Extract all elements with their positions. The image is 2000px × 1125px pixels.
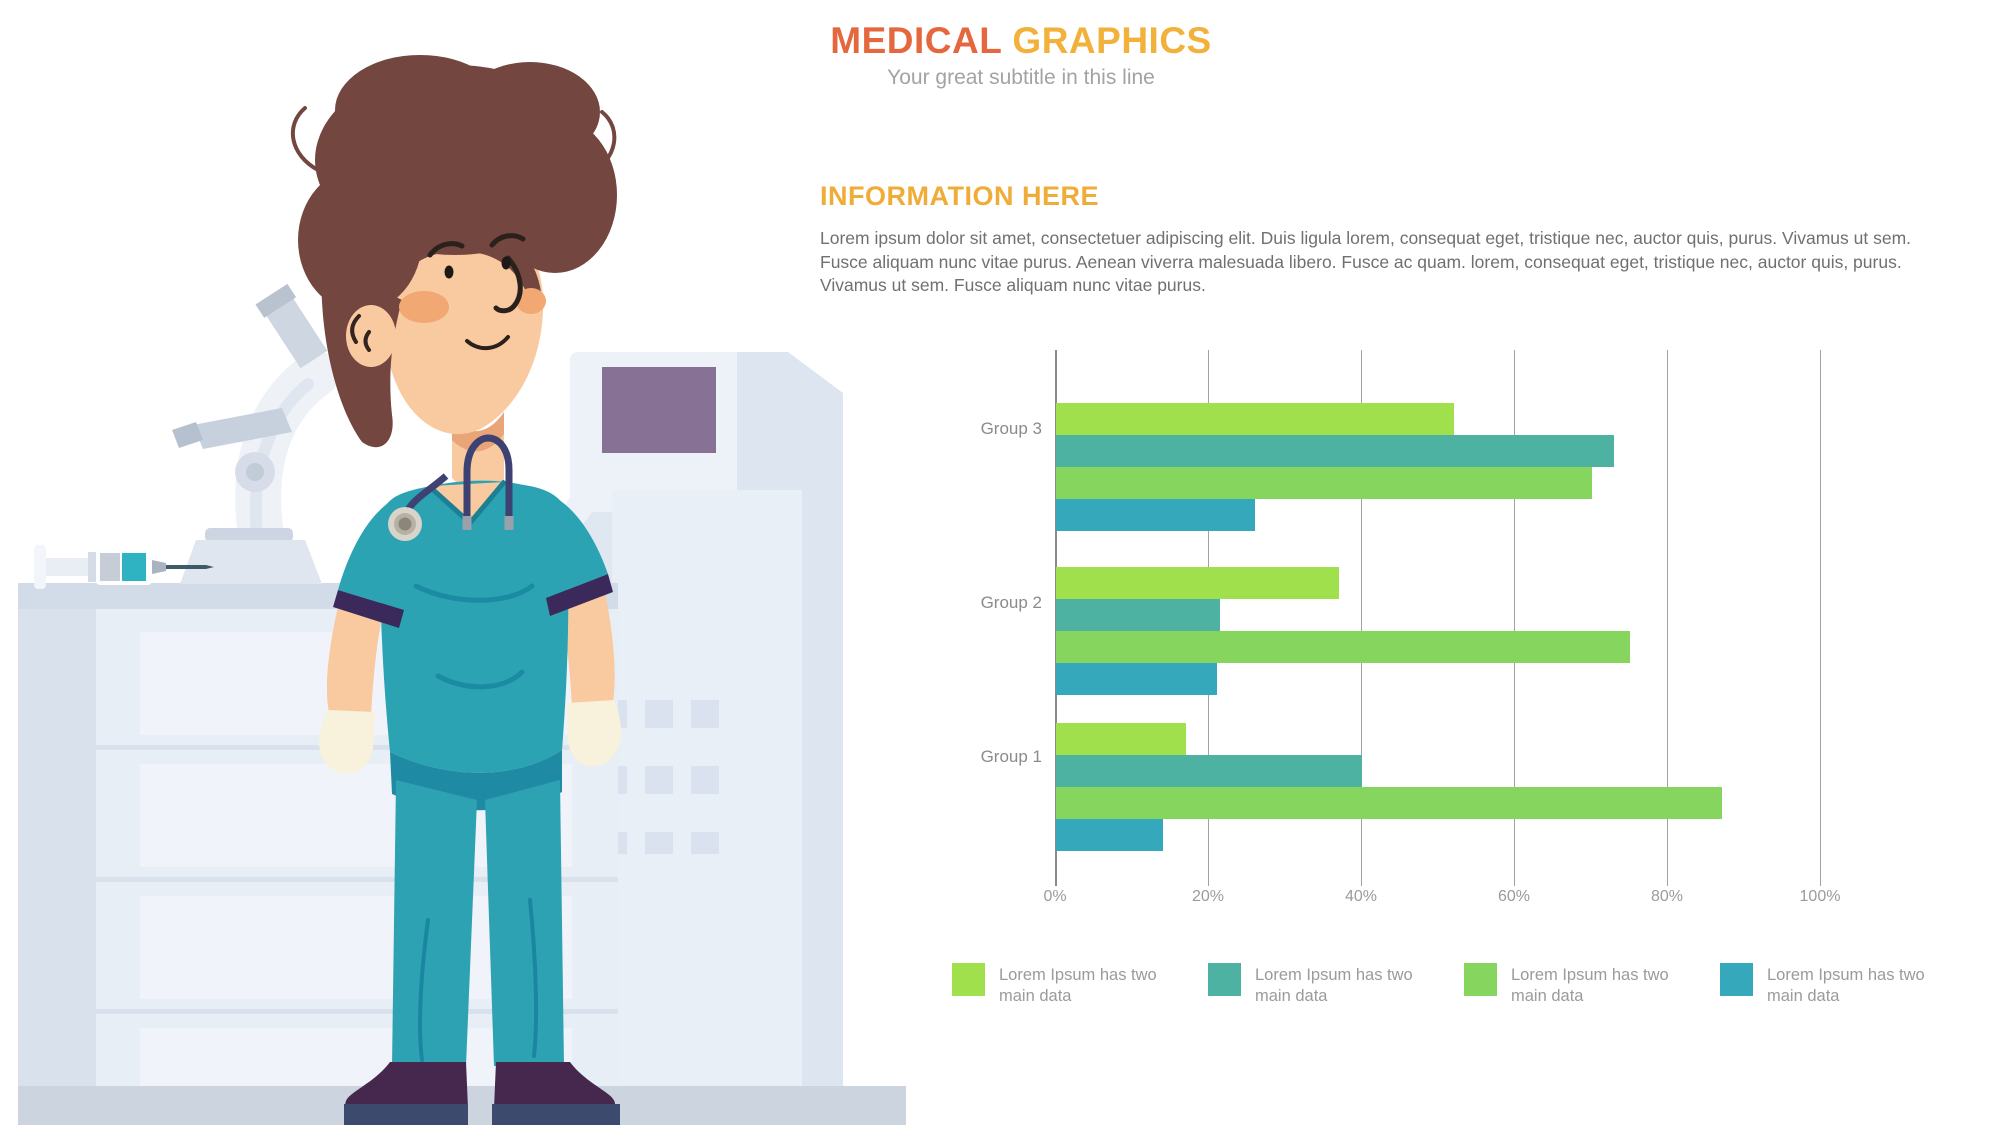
blush	[399, 291, 449, 323]
grouped-bar-chart: 0% 20% 40% 60% 80% 100% Group 3 Group 2 Group 1	[950, 340, 1890, 925]
shoes	[344, 1062, 620, 1125]
gridline	[1667, 350, 1668, 886]
legend-swatch	[1208, 963, 1241, 996]
mouth	[465, 335, 510, 350]
bar-group-1-series-3	[1056, 787, 1722, 819]
bar-group-2-series-3	[1056, 631, 1630, 663]
bar-group-1-series-2	[1056, 755, 1362, 787]
microscope-base	[180, 540, 322, 584]
legend-label: Lorem Ipsum has two main data	[1511, 966, 1669, 1005]
eyebrow	[427, 241, 465, 258]
gridline	[1361, 350, 1362, 886]
bar-group-1-series-1	[1056, 723, 1187, 755]
eye	[501, 256, 511, 270]
glove	[567, 700, 621, 767]
legend-label: Lorem Ipsum has two main data	[1255, 966, 1413, 1005]
bar-group-3-series-2	[1056, 435, 1615, 467]
info-paragraph: Lorem ipsum dolor sit amet, consectetuer…	[820, 227, 1915, 298]
info-section: INFORMATION HERE Lorem ipsum dolor sit a…	[820, 181, 1915, 298]
eye	[444, 265, 454, 279]
legend-swatch	[1464, 963, 1497, 996]
bar-group-1-series-4	[1056, 819, 1164, 851]
nose	[493, 255, 523, 314]
nurse-laboratory-illustration	[18, 55, 906, 1125]
bar-group-2-series-2	[1056, 599, 1221, 631]
gridline	[1820, 350, 1821, 886]
x-tick-label: 20%	[1191, 888, 1225, 905]
ear	[346, 305, 396, 367]
gridline	[1514, 350, 1515, 886]
hair-wisps	[290, 80, 617, 177]
x-tick-label: 0%	[1043, 888, 1067, 905]
bar-group-2-series-4	[1056, 663, 1217, 695]
info-paragraph-line: Lorem ipsum dolor sit amet, consectetuer…	[820, 228, 1912, 248]
eyebrow	[489, 233, 526, 248]
syringe-needle	[166, 565, 214, 569]
bar-group-2-series-1	[1056, 567, 1340, 599]
x-tick-label: 100%	[1799, 888, 1841, 905]
blush	[516, 288, 546, 314]
legend-item: Lorem Ipsum has two main data	[1720, 963, 1976, 1007]
bar-group-3-series-3	[1056, 467, 1592, 499]
info-heading: INFORMATION HERE	[820, 181, 1099, 211]
analyzer-machine	[500, 352, 843, 1086]
analyzer-screen	[602, 367, 716, 453]
info-paragraph-line: Vivamus ut sem. Fusce aliquam nunc vitae…	[820, 275, 1206, 295]
microscope	[172, 283, 339, 584]
stethoscope	[388, 434, 514, 541]
glove	[319, 710, 375, 774]
sleeve-cuff	[333, 590, 404, 628]
category-label: Group 1	[980, 747, 1042, 766]
page-title-secondary: GRAPHICS	[1012, 20, 1212, 61]
info-paragraph-line: Fusce aliquam nunc vitae purus. Aenean v…	[820, 251, 1902, 272]
legend-item: Lorem Ipsum has two main data	[952, 963, 1208, 1007]
bar-group-3-series-1	[1056, 403, 1454, 435]
syringe-fluid	[122, 553, 146, 581]
category-label: Group 3	[980, 419, 1042, 438]
x-tick-label: 80%	[1650, 888, 1684, 905]
category-label: Group 2	[980, 593, 1042, 612]
legend-item: Lorem Ipsum has two main data	[1208, 963, 1464, 1007]
legend-swatch	[1720, 963, 1753, 996]
nurse-character	[290, 55, 621, 1125]
page-title: MEDICAL GRAPHICS	[641, 20, 1401, 62]
sleeve-cuff	[546, 574, 613, 616]
chart-legend: Lorem Ipsum has two main data Lorem Ipsum …	[952, 963, 1976, 1007]
legend-label: Lorem Ipsum has two main data	[1767, 966, 1925, 1005]
x-tick-label: 40%	[1344, 888, 1378, 905]
legend-item: Lorem Ipsum has two main data	[1464, 963, 1720, 1007]
bar-group-3-series-4	[1056, 499, 1255, 531]
page-subtitle: Your great subtitle in this line	[887, 66, 1155, 89]
legend-label: Lorem Ipsum has two main data	[999, 966, 1157, 1005]
scrub-pants	[390, 750, 564, 1066]
page-header: MEDICAL GRAPHICS Your great subtitle in …	[641, 20, 1401, 90]
legend-swatch	[952, 963, 985, 996]
page-title-primary: MEDICAL	[830, 20, 1002, 61]
syringe	[34, 545, 214, 589]
microscope-stage	[193, 408, 292, 449]
x-tick-label: 60%	[1497, 888, 1531, 905]
face	[381, 213, 544, 435]
